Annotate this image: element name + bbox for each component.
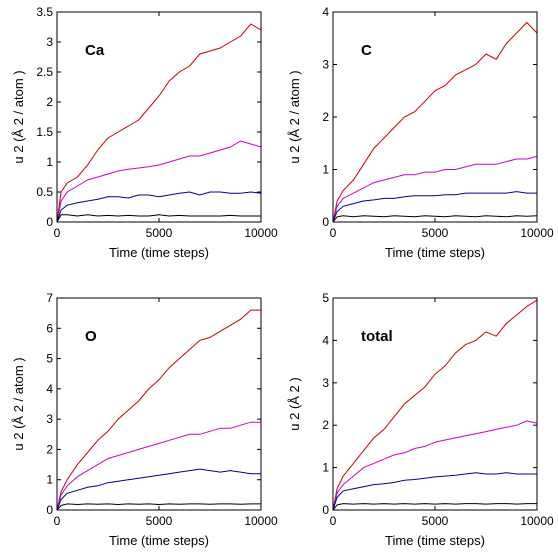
series-line-2 [56, 421, 261, 511]
chart-panel-o: 0 5000 10000 0 1 2 3 4 5 6 7 O Time (time steps) u 2 … [11, 291, 278, 548]
y-tick-label: 4 [46, 382, 53, 396]
y-tick-label: 0 [46, 215, 53, 229]
series-line-3 [56, 468, 261, 511]
y-tick-label: 3 [46, 35, 53, 49]
series-line-3 [332, 191, 537, 223]
chart-panel-c: 0 5000 10000 0 1 2 3 4 C Time (time steps) u 2 (Å … [287, 5, 554, 260]
y-tick-label: 2.5 [36, 65, 53, 79]
y-tick-label: 5 [322, 291, 329, 305]
x-tick-label: 10000 [244, 226, 278, 240]
y-axis-label: u 2 (Å 2 / atom ) [11, 70, 26, 163]
y-axis-label: u 2 (Å 2 / atom ) [287, 70, 302, 163]
chart-panel-ca: 0 5000 10000 0 0.5 1 1.5 2 2.5 3 3.5 Ca Time (time s… [11, 5, 278, 260]
y-tick-label: 2 [322, 110, 329, 124]
y-tick-label: 3 [46, 412, 53, 426]
x-axis-label: Time (time steps) [385, 245, 485, 260]
chart-panel-total: 0 5000 10000 0 1 2 3 4 5 total Time (time steps) u … [287, 291, 554, 548]
y-tick-label: 7 [46, 291, 53, 305]
y-tick-label: 6 [46, 321, 53, 335]
y-tick-label: 0.5 [36, 185, 53, 199]
y-tick-label: 3 [322, 376, 329, 390]
y-tick-label: 0 [322, 215, 329, 229]
y-tick-label: 2 [46, 95, 53, 109]
x-tick-label: 0 [330, 226, 337, 240]
x-axis-label: Time (time steps) [385, 533, 485, 548]
panel-label: Ca [85, 42, 105, 59]
series-line-1 [56, 309, 261, 511]
y-axis-label: u 2 (Å 2 ) [287, 377, 302, 430]
y-tick-label: 4 [322, 333, 329, 347]
panel-label: O [85, 328, 97, 345]
panel-label: total [361, 328, 393, 345]
x-axis-label: Time (time steps) [109, 245, 209, 260]
y-tick-label: 1 [46, 155, 53, 169]
x-tick-label: 10000 [520, 514, 554, 528]
x-tick-label: 5000 [146, 226, 173, 240]
series-line-2 [332, 155, 538, 223]
series-line-2 [332, 420, 538, 511]
y-tick-label: 1 [322, 163, 329, 177]
y-tick-label: 2 [46, 442, 53, 456]
x-tick-label: 5000 [422, 514, 449, 528]
x-tick-label: 5000 [422, 226, 449, 240]
series-line-1 [56, 23, 262, 223]
x-tick-label: 10000 [520, 226, 554, 240]
series-line-2 [56, 140, 262, 223]
series-line-4 [332, 503, 537, 511]
panel-label: C [361, 42, 372, 59]
series-line-4 [332, 215, 538, 223]
y-tick-label: 2 [322, 418, 329, 432]
y-tick-label: 4 [322, 5, 329, 19]
x-tick-label: 10000 [244, 514, 278, 528]
series-line-1 [332, 21, 538, 223]
y-tick-label: 1.5 [36, 125, 53, 139]
series-line-3 [56, 191, 262, 223]
x-tick-label: 0 [54, 226, 61, 240]
y-tick-label: 0 [322, 503, 329, 517]
y-tick-label: 3 [322, 58, 329, 72]
y-tick-label: 3.5 [36, 5, 53, 19]
series-line-1 [332, 299, 538, 511]
x-tick-label: 0 [54, 514, 61, 528]
series-line-4 [56, 214, 261, 223]
x-axis-label: Time (time steps) [109, 533, 209, 548]
x-tick-label: 5000 [146, 514, 173, 528]
y-tick-label: 0 [46, 503, 53, 517]
y-tick-label: 1 [322, 461, 329, 475]
series-line-3 [332, 472, 537, 511]
x-tick-label: 0 [330, 514, 337, 528]
y-axis-label: u 2 (Å 2 / atom ) [11, 357, 26, 450]
y-tick-label: 5 [46, 352, 53, 366]
series-line-4 [56, 503, 261, 511]
y-tick-label: 1 [46, 473, 53, 487]
